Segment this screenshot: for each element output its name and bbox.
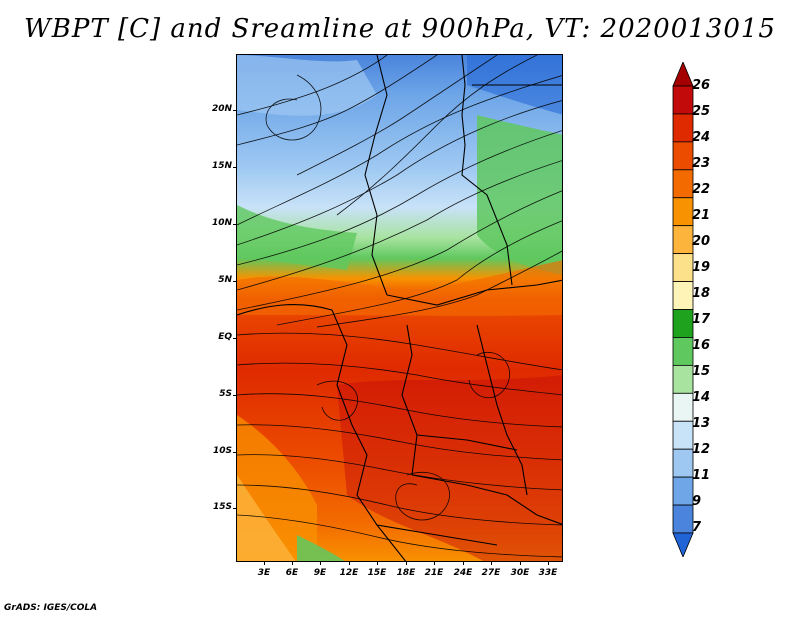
colorbar-segment: [672, 476, 694, 506]
lon-label-3e: 3E: [257, 568, 271, 578]
lon-tick: [264, 561, 265, 565]
map-title: WBPT [C] and Sreamline at 900hPa, VT: 20…: [24, 14, 776, 44]
streamlines: [237, 55, 562, 558]
lat-label-eq: EQ: [218, 332, 232, 342]
colorbar-label: 11: [692, 468, 711, 483]
colorbar-segment: [672, 197, 694, 227]
colorbar-label: 19: [692, 260, 711, 275]
lat-tick: [233, 395, 237, 396]
colorbar-segment: [672, 85, 694, 115]
lat-label-15s: 15S: [212, 502, 232, 512]
colorbar-segment: [672, 225, 694, 255]
footer-credit: GrADS: IGES/COLA: [4, 603, 98, 613]
colorbar-segment: [672, 420, 694, 450]
colorbar-label: 7: [692, 520, 702, 535]
lon-label-18e: 18E: [396, 568, 416, 578]
colorbar-label: 17: [692, 312, 711, 327]
lat-tick: [233, 167, 237, 168]
colorbar-segment: [672, 392, 694, 422]
colorbar-segment: [672, 253, 694, 282]
colorbar-segment: [672, 532, 694, 557]
lon-label-6e: 6E: [285, 568, 299, 578]
lon-tick: [434, 561, 435, 565]
lat-tick: [233, 338, 237, 339]
lat-label-5n: 5N: [218, 275, 232, 285]
lat-label-10s: 10S: [212, 446, 232, 456]
lat-tick: [233, 452, 237, 453]
lon-tick: [463, 561, 464, 565]
colorbar-label: 13: [692, 416, 711, 431]
lon-tick: [320, 561, 321, 565]
colorbar-label: 22: [692, 182, 711, 197]
colorbar-label: 25: [692, 104, 711, 119]
colorbar-segment: [672, 337, 694, 366]
colorbar-segment: [672, 504, 694, 534]
lon-label-24e: 24E: [453, 568, 473, 578]
colorbar-label: 24: [692, 130, 711, 145]
green-patch-east: [477, 115, 562, 275]
lat-label-15n: 15N: [211, 161, 232, 171]
colorbar-label: 12: [692, 442, 711, 457]
green-patch-south: [297, 535, 345, 561]
colorbar-label: 21: [692, 208, 711, 223]
colorbar-label: 14: [692, 390, 711, 405]
light-orange-southwest: [237, 475, 296, 561]
lat-label-20n: 20N: [211, 104, 232, 114]
colorbar-segment: [672, 364, 694, 394]
colorbar-segment: [672, 141, 694, 171]
lon-tick: [548, 561, 549, 565]
colorbar-label: 20: [692, 234, 711, 249]
lon-label-9e: 9E: [313, 568, 327, 578]
map-panel: [236, 54, 563, 562]
colorbar-label: 16: [692, 338, 711, 353]
colorbar-label: 23: [692, 156, 711, 171]
lon-label-21e: 21E: [424, 568, 444, 578]
lon-tick: [406, 561, 407, 565]
colorbar-segment: [672, 62, 694, 87]
lat-tick: [233, 110, 237, 111]
lon-label-15e: 15E: [367, 568, 387, 578]
colorbar-label: 18: [692, 286, 711, 301]
lat-tick: [233, 508, 237, 509]
lon-label-12e: 12E: [339, 568, 359, 578]
colorbar-segment: [672, 448, 694, 478]
light-blue-north: [237, 55, 377, 116]
lon-tick: [292, 561, 293, 565]
lat-tick: [233, 224, 237, 225]
colorbar-segment: [672, 309, 694, 338]
map-svg: [237, 55, 562, 561]
dark-red-core: [337, 375, 562, 561]
lon-tick: [491, 561, 492, 565]
lon-tick: [520, 561, 521, 565]
colorbar-label: 26: [692, 78, 711, 93]
green-patch-west: [237, 205, 357, 270]
lon-label-30e: 30E: [510, 568, 530, 578]
country-borders: [237, 55, 562, 561]
colorbar-label: 15: [692, 364, 711, 379]
colorbar-segment: [672, 113, 694, 143]
lon-tick: [377, 561, 378, 565]
lon-label-33e: 33E: [538, 568, 558, 578]
lat-label-10n: 10N: [211, 218, 232, 228]
orange-band: [237, 260, 562, 316]
colorbar-label: 9: [692, 494, 702, 509]
colorbar-segment: [672, 169, 694, 199]
lon-tick: [349, 561, 350, 565]
lat-tick: [233, 281, 237, 282]
colorbar: [672, 62, 694, 557]
colorbar-segment: [672, 281, 694, 310]
lon-label-27e: 27E: [481, 568, 501, 578]
lat-label-5s: 5S: [219, 389, 232, 399]
